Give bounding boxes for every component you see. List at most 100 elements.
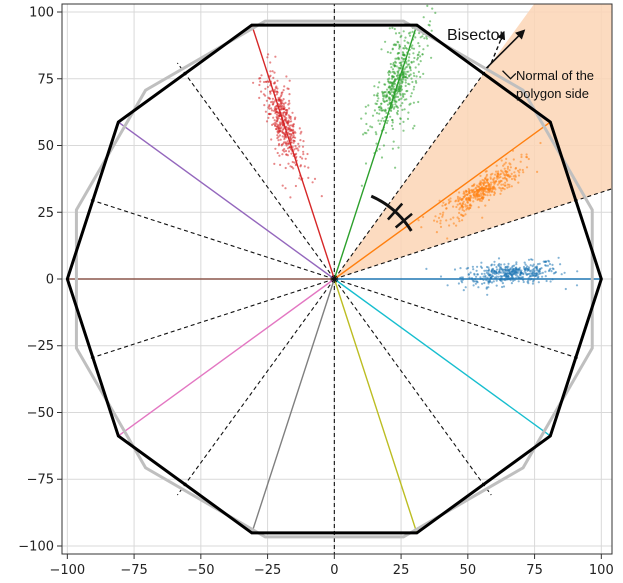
scatter-point [522,265,526,269]
scatter-point [280,118,283,121]
scatter-point [493,260,496,263]
scatter-point [400,78,403,81]
scatter-point [517,169,520,172]
scatter-point [380,107,383,110]
scatter-point [399,92,402,95]
scatter-point [477,206,480,209]
scatter-point [480,272,483,275]
scatter-point [473,280,476,283]
scatter-point [288,99,291,102]
scatter-point [490,281,494,284]
scatter-point [524,263,527,266]
scatter-point [269,61,272,64]
scatter-point [511,268,515,272]
scatter-point [367,104,370,107]
scatter-point [499,278,502,281]
scatter-point [431,7,434,10]
scatter-point [475,275,478,278]
scatter-point [288,79,291,82]
scatter-point [463,209,466,212]
scatter-point [412,47,416,50]
scatter-point [272,76,275,79]
scatter-point [529,264,532,267]
scatter-point [391,81,394,84]
scatter-point [481,277,484,280]
scatter-point [514,175,517,178]
scatter-point [501,275,504,278]
scatter-point [546,264,550,267]
scatter-point [408,53,411,56]
scatter-point [564,287,567,291]
scatter-point [387,112,390,115]
scatter-point [388,86,391,89]
scatter-point [575,284,579,287]
scatter-point [284,166,287,170]
scatter-point [511,279,515,282]
scatter-point [280,126,283,129]
scatter-point [271,70,274,73]
scatter-point [402,78,405,81]
scatter-point [537,281,540,284]
scatter-point [304,157,307,160]
scatter-point [425,267,428,270]
cluster [252,53,323,199]
scatter-point [491,272,494,275]
scatter-point [283,115,287,119]
class-ray [333,278,551,437]
scatter-point [510,177,514,181]
scatter-point [294,156,298,160]
scatter-point [397,146,400,149]
scatter-points [252,4,579,296]
scatter-point [389,108,392,111]
scatter-point [460,198,463,202]
scatter-point [479,277,482,281]
scatter-point [481,188,484,191]
class-ray [251,278,335,534]
scatter-point [299,139,302,142]
scatter-point [554,271,557,274]
scatter-point [458,191,461,194]
scatter-point [418,31,421,35]
scatter-point [380,119,383,122]
scatter-point [408,48,411,52]
scatter-point [383,94,386,97]
scatter-point [417,42,420,45]
class-ray [117,278,335,437]
scatter-point [284,119,288,122]
scatter-point [506,278,509,281]
scatter-point [429,20,432,23]
scatter-point [458,220,461,223]
scatter-point [401,94,405,97]
scatter-point [513,272,516,275]
annotation-marks [370,29,526,232]
scatter-point [386,88,389,91]
axis-ticks: −100 −75 −50 −25 0 25 50 75 100 −100 −75 −50 −25 0 25 5… [18,6,613,578]
scatter-point [390,124,394,127]
scatter-point [264,110,267,113]
scatter-point [378,108,381,111]
scatter-point [476,193,479,197]
scatter-point [466,204,469,207]
scatter-point [503,163,506,166]
scatter-point [458,208,461,211]
scatter-point [484,204,487,207]
scatter-point [473,192,476,195]
scatter-point [513,278,516,282]
scatter-point [499,172,502,175]
scatter-point [522,272,525,275]
shaded-sector-area [334,4,612,279]
scatter-point [284,108,287,112]
scatter-point [526,265,529,268]
scatter-point [399,62,402,65]
scatter-point [404,84,407,87]
y-tick-label: −100 [18,539,54,554]
scatter-point [472,268,475,271]
scatter-point [392,91,396,94]
scatter-point [405,47,409,50]
scatter-point [518,168,522,171]
scatter-point [266,85,269,89]
scatter-point [504,184,507,187]
scatter-point [490,276,493,279]
scatter-point [285,144,288,147]
polygons [65,19,603,539]
